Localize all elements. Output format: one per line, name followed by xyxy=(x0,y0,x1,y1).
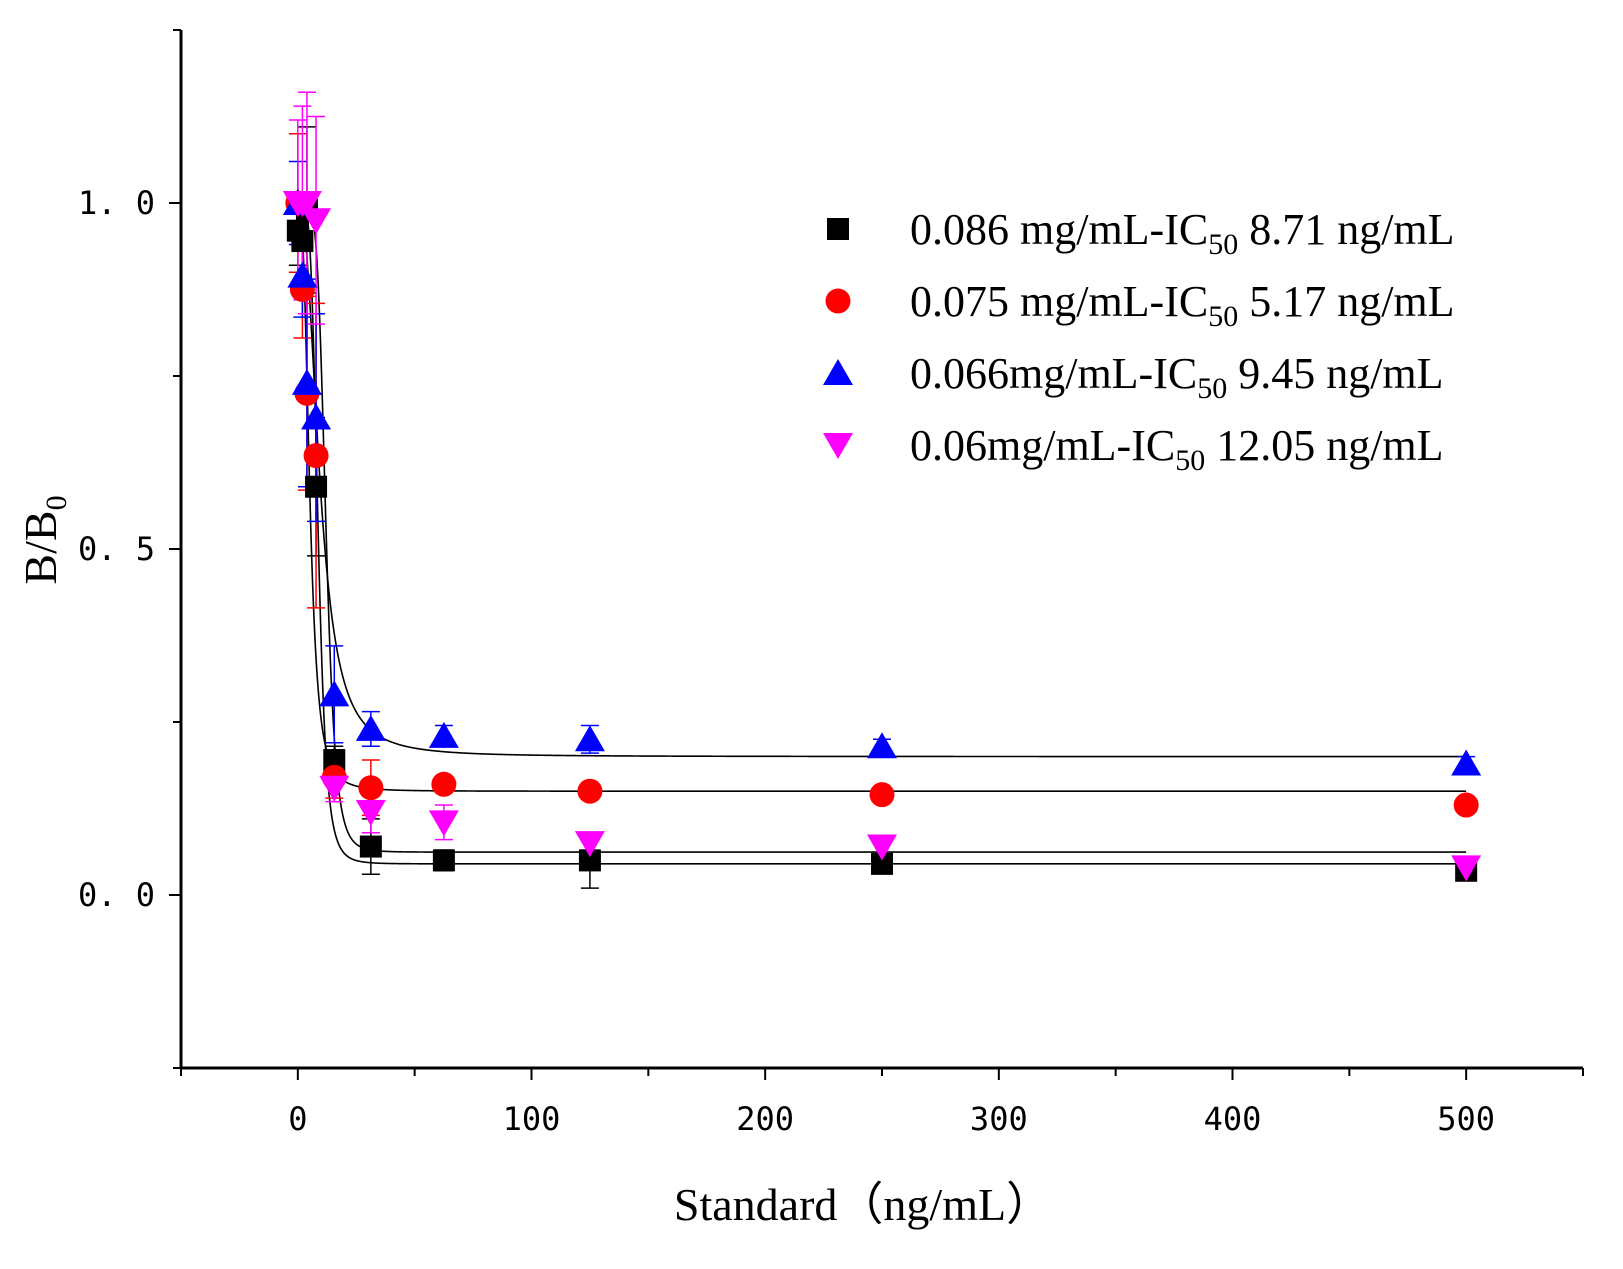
y-tick-label: 0. 5 xyxy=(78,530,155,568)
data-point xyxy=(291,191,322,217)
legend-marker xyxy=(827,218,849,240)
legend-marker xyxy=(825,288,851,314)
x-tick-label: 100 xyxy=(503,1100,561,1138)
x-tick-label: 400 xyxy=(1204,1100,1262,1138)
data-point xyxy=(301,403,332,430)
ticks: 0 100 200 300 400 500 0. 0 0. 5 1. 0 xyxy=(78,29,1584,1138)
data-point xyxy=(301,208,332,235)
data-point xyxy=(432,849,455,872)
legend-label-text: 0.075 mg/mL-IC xyxy=(910,277,1208,326)
data-point xyxy=(431,771,457,797)
y-tick-label: 0. 0 xyxy=(78,876,155,914)
data-point xyxy=(355,714,386,741)
y-axis-title-main: B/B xyxy=(15,510,66,584)
data-point xyxy=(358,775,384,801)
legend-label-value: 8.71 ng/mL xyxy=(1238,205,1454,254)
data-point xyxy=(319,775,350,802)
legend-label-text: 0.06mg/mL-IC xyxy=(910,421,1175,470)
x-tick-label: 500 xyxy=(1437,1100,1495,1138)
data-point xyxy=(869,782,895,808)
data-point xyxy=(574,725,605,752)
legend-label-value: 9.45 ng/mL xyxy=(1227,349,1443,398)
legend-label-text: 0.086 mg/mL-IC xyxy=(910,205,1208,254)
x-tick-label: 0 xyxy=(288,1100,307,1138)
data-point xyxy=(1451,855,1482,882)
y-axis-title: B/B0 xyxy=(15,495,73,584)
data-point xyxy=(577,778,603,804)
data-point xyxy=(291,230,314,253)
legend-label: 0.06mg/mL-IC50 12.05 ng/mL xyxy=(910,421,1444,477)
legend-label-value: 12.05 ng/mL xyxy=(1205,421,1443,470)
data-point xyxy=(303,443,329,469)
data-point xyxy=(867,834,897,861)
data-point xyxy=(319,680,350,707)
legend-label: 0.075 mg/mL-IC50 5.17 ng/mL xyxy=(910,277,1455,333)
data-point xyxy=(323,749,346,772)
data-point xyxy=(871,852,893,875)
data-point xyxy=(867,732,897,759)
legend-label-value: 5.17 ng/mL xyxy=(1238,277,1454,326)
legend-marker xyxy=(823,433,853,459)
legend-label-text: 0.066mg/mL-IC xyxy=(910,349,1197,398)
data-point xyxy=(578,849,601,872)
legend-label: 0.066mg/mL-IC50 9.45 ng/mL xyxy=(910,349,1444,405)
data-point xyxy=(355,799,386,826)
data-point xyxy=(574,831,605,858)
legend: 0.086 mg/mL-IC50 8.71 ng/mL0.075 mg/mL-I… xyxy=(823,205,1455,477)
legend-label-subscript: 50 xyxy=(1197,372,1227,405)
x-axis-title: Standard（ng/mL） xyxy=(674,1179,1052,1230)
x-tick-label: 300 xyxy=(970,1100,1028,1138)
legend-label: 0.086 mg/mL-IC50 8.71 ng/mL xyxy=(910,205,1455,261)
data-point xyxy=(359,835,382,858)
data-point xyxy=(428,810,459,837)
y-tick-label: 1. 0 xyxy=(78,184,155,222)
legend-label-subscript: 50 xyxy=(1208,228,1238,261)
data-point xyxy=(1451,749,1482,776)
axes xyxy=(179,30,1583,1070)
data-point xyxy=(1453,792,1479,818)
data-points xyxy=(282,189,1482,882)
data-point xyxy=(428,721,459,748)
fit-curve xyxy=(297,202,1467,758)
data-point xyxy=(291,368,322,395)
legend-label-subscript: 50 xyxy=(1175,444,1205,477)
legend-marker xyxy=(823,359,853,385)
data-point xyxy=(287,261,318,288)
data-point xyxy=(305,475,328,498)
x-tick-label: 200 xyxy=(736,1100,794,1138)
legend-label-subscript: 50 xyxy=(1208,300,1238,333)
y-axis-title-sub: 0 xyxy=(40,495,73,510)
